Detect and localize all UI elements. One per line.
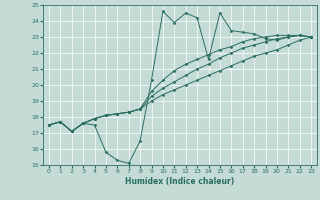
- X-axis label: Humidex (Indice chaleur): Humidex (Indice chaleur): [125, 177, 235, 186]
